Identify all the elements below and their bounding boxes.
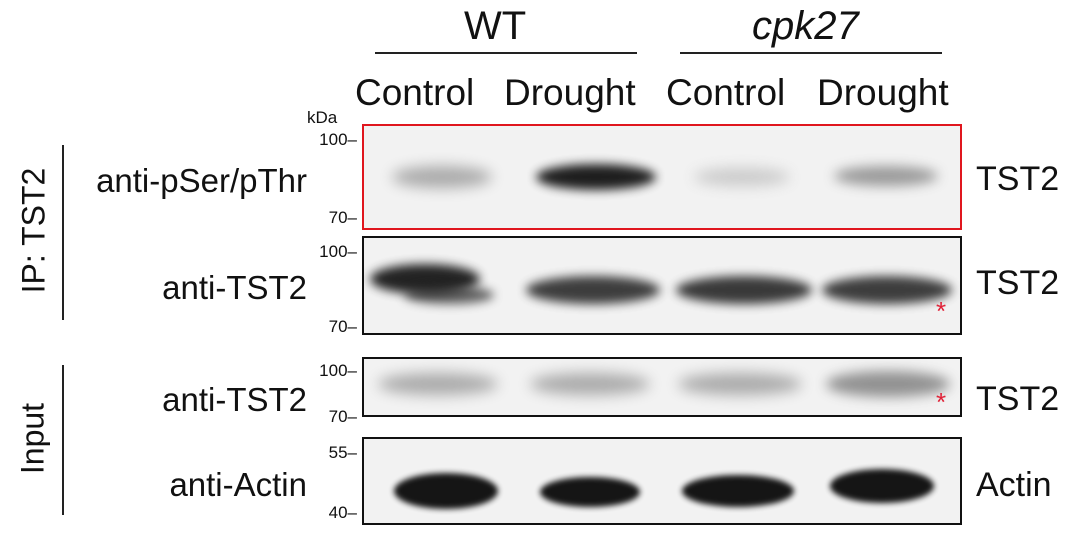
mw-marker-top-4: 55– (328, 443, 357, 462)
band-wt-control-lower (404, 286, 494, 304)
blot-panel-4 (362, 437, 962, 525)
group-bar-cpk27 (680, 52, 942, 54)
antibody-label-3: anti-TST2 (162, 381, 307, 418)
antibody-label-2: anti-TST2 (162, 269, 307, 306)
mw-marker-bottom-1: 70– (328, 208, 357, 227)
band-cpk27-control (682, 475, 794, 507)
asterisk-marker-1: * (936, 296, 947, 326)
band-wt-control (392, 166, 492, 188)
mw-marker-top-3: 100– (319, 361, 357, 380)
asterisk-marker-2: * (936, 387, 947, 417)
lane-label-1: Control (355, 72, 475, 113)
mw-marker-bottom-3: 70– (328, 407, 357, 426)
antibody-label-4: anti-Actin (169, 466, 307, 503)
band-cpk27-control (676, 276, 812, 304)
band-wt-control (378, 373, 498, 395)
lane-label-4: Drought (817, 72, 949, 113)
band-wt-drought (530, 373, 650, 395)
mw-marker-bottom-2: 70– (328, 317, 357, 336)
antibody-label-1: anti-pSer/pThr (96, 162, 307, 199)
band-cpk27-drought (834, 166, 938, 186)
band-wt-drought (540, 477, 640, 507)
blot-panel-2: * (362, 236, 962, 335)
band-wt-control (394, 473, 498, 509)
mw-marker-top-1: 100– (319, 130, 357, 149)
band-cpk27-drought (826, 371, 950, 397)
mw-marker-top-2: 100– (319, 242, 357, 261)
target-label-3: TST2 (976, 380, 1060, 418)
blot-panel-1 (362, 124, 962, 230)
blot-panel-3: * (362, 357, 962, 417)
group-bar-wt (375, 52, 637, 54)
band-cpk27-control (694, 168, 790, 186)
mw-unit-label: kDa (307, 108, 338, 127)
band-cpk27-drought (822, 276, 952, 304)
section-label-ip: IP: TST2 (15, 167, 52, 294)
group-label-cpk27: cpk27 (752, 4, 859, 48)
group-label-wt: WT (464, 4, 527, 48)
band-wt-drought (536, 164, 656, 190)
target-label-1: TST2 (976, 160, 1060, 198)
band-cpk27-drought (830, 469, 934, 503)
section-label-input: Input (14, 402, 51, 475)
lane-label-2: Drought (504, 72, 636, 113)
section-bar-input (62, 365, 64, 515)
band-wt-drought (526, 276, 660, 304)
band-cpk27-control (678, 373, 802, 395)
lane-label-3: Control (666, 72, 786, 113)
target-label-2: TST2 (976, 264, 1060, 302)
target-label-4: Actin (976, 466, 1052, 504)
section-bar-ip (62, 145, 64, 320)
mw-marker-bottom-4: 40– (328, 503, 357, 522)
